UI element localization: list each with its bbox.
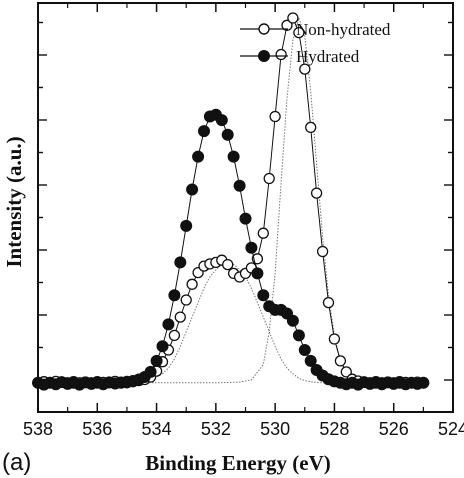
legend-marker-hydrated <box>258 50 270 62</box>
axis-ticks: 538 536 534 532 530 528 526 524 <box>23 3 464 439</box>
data-point-hydrated <box>215 114 228 127</box>
legend-marker-non-hydrated <box>258 23 270 35</box>
data-point-non-hydrated <box>186 278 198 290</box>
data-point-hydrated <box>245 241 258 254</box>
x-tick-label: 524 <box>438 419 464 439</box>
data-point-hydrated <box>150 354 163 367</box>
data-point-hydrated <box>304 354 317 367</box>
data-point-hydrated <box>186 183 199 196</box>
fit-curve-2 <box>38 16 430 384</box>
x-tick-label: 534 <box>142 419 172 439</box>
data-point-non-hydrated <box>180 294 192 306</box>
x-tick-label: 528 <box>319 419 349 439</box>
x-tick-label: 536 <box>82 419 112 439</box>
data-point-hydrated <box>298 344 311 356</box>
x-axis-title: Binding Energy (eV) <box>145 451 331 475</box>
legend-label-non-hydrated: Non-hydrated <box>296 20 391 39</box>
series-points-non-hydrated <box>32 12 430 389</box>
data-point-non-hydrated <box>269 110 281 123</box>
data-point-non-hydrated <box>293 26 305 39</box>
data-point-non-hydrated <box>275 48 287 61</box>
data-point-hydrated <box>168 289 181 302</box>
data-point-non-hydrated <box>263 172 275 185</box>
data-point-hydrated <box>239 212 252 225</box>
data-point-non-hydrated <box>168 329 181 342</box>
data-point-hydrated <box>417 376 430 389</box>
data-point-hydrated <box>257 289 270 302</box>
plot-frame <box>37 2 454 413</box>
series-points-hydrated <box>32 108 430 391</box>
data-point-hydrated <box>227 150 240 163</box>
data-point-hydrated <box>180 219 193 232</box>
plot-area <box>37 2 454 413</box>
data-point-non-hydrated <box>340 366 352 378</box>
fit-curves <box>38 16 430 384</box>
data-point-hydrated <box>292 329 305 342</box>
data-point-hydrated <box>144 365 157 378</box>
data-point-non-hydrated <box>222 258 234 271</box>
data-point-non-hydrated <box>287 12 299 24</box>
data-point-non-hydrated <box>281 19 293 31</box>
data-point-hydrated <box>198 125 210 138</box>
data-point-hydrated <box>233 179 246 192</box>
data-point-hydrated <box>221 128 234 141</box>
data-point-hydrated <box>192 150 205 163</box>
data-point-hydrated <box>251 267 264 280</box>
panel-label: (a) <box>2 449 31 476</box>
x-tick-label: 532 <box>201 419 231 439</box>
data-point-hydrated <box>156 340 169 353</box>
fit-curve-1 <box>38 261 430 384</box>
legend: Non-hydrated Hydrated <box>240 20 391 66</box>
data-point-hydrated <box>286 314 299 327</box>
data-point-non-hydrated <box>334 355 347 367</box>
data-point-non-hydrated <box>310 187 323 199</box>
data-point-non-hydrated <box>299 63 311 75</box>
data-point-non-hydrated <box>305 121 317 134</box>
data-series <box>32 12 430 391</box>
data-point-non-hydrated <box>257 227 269 239</box>
y-axis-title: Intensity (a.u.) <box>2 136 26 267</box>
data-point-non-hydrated <box>322 296 335 309</box>
data-point-non-hydrated <box>316 245 329 258</box>
legend-label-hydrated: Hydrated <box>296 47 360 66</box>
data-point-non-hydrated <box>328 333 341 345</box>
data-point-hydrated <box>162 318 175 331</box>
x-tick-label: 526 <box>379 419 409 439</box>
series-line-non-hydrated <box>37 17 424 384</box>
x-tick-label: 530 <box>260 419 290 439</box>
data-point-hydrated <box>174 256 187 269</box>
data-point-non-hydrated <box>174 311 186 323</box>
x-tick-label: 538 <box>23 419 53 439</box>
